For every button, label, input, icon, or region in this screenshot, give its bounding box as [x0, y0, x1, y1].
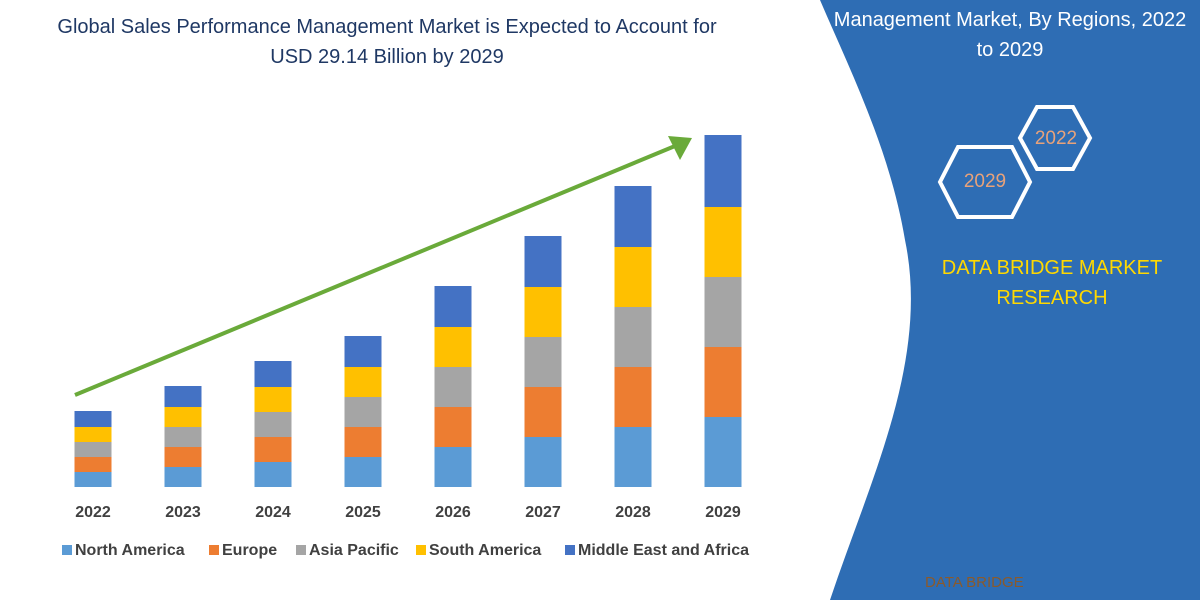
legend-label: Middle East and Africa [578, 542, 749, 559]
bar-segment [614, 186, 652, 247]
legend-swatch [296, 545, 306, 555]
x-tick-label: 2027 [525, 504, 561, 521]
bar-segment [434, 407, 472, 447]
bar-segment [524, 236, 562, 287]
x-tick-label: 2028 [615, 504, 651, 521]
bar-segment [164, 427, 202, 447]
bar-segment [704, 417, 742, 487]
bar-segment [344, 397, 382, 427]
legend-swatch [209, 545, 219, 555]
bar-segment [344, 336, 382, 367]
bar-segment [704, 277, 742, 347]
x-tick-label: 2022 [75, 504, 111, 521]
legend-swatch [62, 545, 72, 555]
bar-segment [254, 437, 292, 462]
legend-swatch [416, 545, 426, 555]
arrow-head [668, 136, 692, 160]
x-tick-label: 2023 [165, 504, 201, 521]
hex-label: 2029 [964, 171, 1006, 192]
bar-segment [164, 447, 202, 467]
bar-segment [254, 387, 292, 412]
legend-label: South America [429, 542, 541, 559]
legend-swatch [565, 545, 575, 555]
hex-label: 2022 [1035, 128, 1077, 149]
brand: DATA BRIDGE MARKET RESEARCH [941, 257, 1163, 309]
bar-segment [524, 287, 562, 337]
bar-segment [524, 437, 562, 487]
bar-segment [524, 387, 562, 437]
side-panel [820, 0, 1200, 600]
bar-segment [254, 462, 292, 487]
bar-segment [74, 442, 112, 457]
bar-segment [434, 327, 472, 367]
hexagon [937, 145, 1033, 219]
bar-segment [434, 447, 472, 487]
bar-segment [344, 427, 382, 457]
hexagon [1017, 105, 1093, 171]
x-tick-label: 2025 [345, 504, 381, 521]
bar-segment [614, 367, 652, 427]
chart-title: Global Sales Performance Management Mark… [57, 16, 717, 68]
bar-segment [614, 247, 652, 307]
x-tick-label: 2029 [705, 504, 741, 521]
bar-segment [344, 367, 382, 397]
bar-segment [74, 457, 112, 472]
bar-segment [704, 135, 742, 207]
bar-segment [434, 286, 472, 327]
bar-segment [344, 457, 382, 487]
bar-segment [164, 407, 202, 427]
bar-segment [524, 337, 562, 387]
x-tick-label: 2026 [435, 504, 471, 521]
bar-segment [74, 472, 112, 487]
bar-segment [164, 467, 202, 487]
trend-arrow [74, 144, 676, 397]
x-tick-label: 2024 [255, 504, 291, 521]
legend-label: North America [75, 542, 185, 559]
panel-heading: Management Market, By Regions, 2022 to 2… [833, 9, 1187, 61]
legend-label: Europe [222, 542, 277, 559]
bar-segment [254, 412, 292, 437]
bar-segment [614, 427, 652, 487]
bar-segment [704, 347, 742, 417]
bar-segment [254, 361, 292, 387]
bar-segment [434, 367, 472, 407]
bar-segment [614, 307, 652, 367]
bar-segment [164, 386, 202, 407]
bar-segment [74, 427, 112, 442]
logo: DATA BRIDGE [925, 574, 1024, 591]
bar-segment [704, 207, 742, 277]
bar-segment [74, 411, 112, 427]
legend-label: Asia Pacific [309, 542, 399, 559]
